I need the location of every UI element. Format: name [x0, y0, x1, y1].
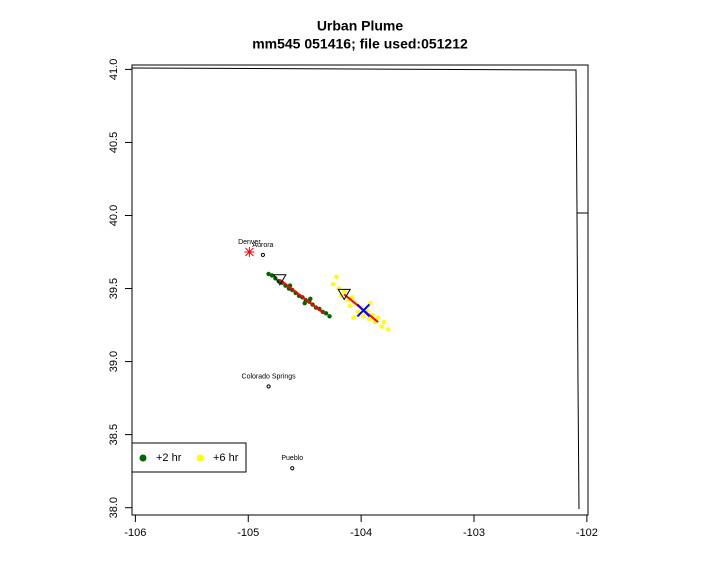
y-tick-label: 39.5: [108, 278, 120, 299]
point: [366, 317, 372, 322]
point: [349, 295, 355, 300]
point: [334, 274, 339, 280]
start-marker: [272, 274, 287, 286]
legend-label: +6 hr: [213, 452, 239, 464]
track-line: [279, 278, 325, 315]
point: [375, 315, 381, 320]
city-label: Aurora: [252, 242, 273, 249]
city-marker: [244, 247, 255, 258]
point: [386, 327, 391, 332]
point: [347, 303, 353, 309]
point: [361, 314, 366, 319]
point: [351, 315, 356, 320]
y-tick-label: 40.0: [108, 205, 120, 226]
y-tick-label: 38.5: [108, 424, 120, 445]
city-marker: [260, 252, 266, 258]
city-label: Pueblo: [281, 455, 303, 462]
legend-marker: [139, 454, 147, 462]
state-border: [576, 212, 580, 510]
point: [266, 271, 271, 277]
y-tick-label: 41.0: [108, 59, 120, 80]
state-border: [131, 67, 588, 214]
x-tick-label: -106: [124, 527, 146, 539]
y-tick-label: 38.0: [108, 497, 120, 518]
point: [269, 273, 275, 278]
city-label: Denver: [238, 239, 261, 246]
point: [327, 314, 332, 319]
y-tick-label: 40.5: [108, 132, 120, 153]
plot-frame: [131, 64, 589, 516]
point: [355, 309, 360, 315]
city-marker: [266, 384, 271, 389]
center-marker: [356, 303, 371, 318]
legend-box: [131, 442, 247, 473]
point: [302, 300, 307, 306]
legend-marker: [196, 454, 204, 462]
x-tick-label: -103: [463, 527, 485, 539]
city-label: Colorado Springs: [242, 373, 297, 380]
point: [379, 324, 384, 329]
x-tick-label: -102: [576, 527, 598, 539]
chart-title: Urban Plume: [317, 18, 404, 34]
point: [330, 281, 336, 287]
x-tick-label: -105: [237, 527, 259, 539]
start-marker: [337, 288, 352, 301]
legend-label: +2 hr: [156, 452, 182, 464]
y-tick-label: 39.0: [108, 351, 120, 372]
point: [308, 296, 313, 301]
x-tick-label: -104: [350, 527, 372, 539]
point: [381, 319, 386, 325]
chart-subtitle: mm545 051416; file used:051212: [252, 36, 468, 52]
city-marker: [290, 466, 295, 471]
point: [341, 289, 347, 294]
point: [323, 311, 329, 316]
